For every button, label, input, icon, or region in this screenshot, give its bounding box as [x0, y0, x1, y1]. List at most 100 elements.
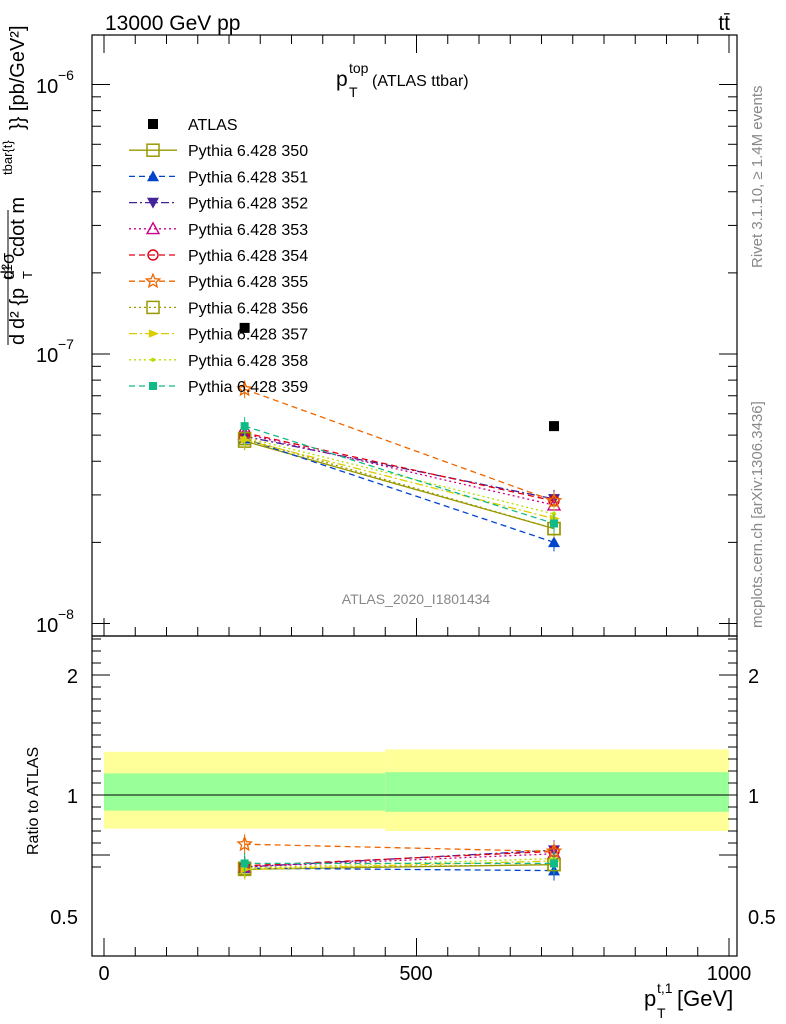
- ratio-series-pythia-6.428-355: [236, 834, 563, 862]
- legend-label: Pythia 6.428 352: [188, 196, 308, 213]
- data-point: [242, 435, 247, 440]
- ratio-tick-1-right: 1: [748, 786, 759, 808]
- data-point: [236, 380, 253, 397]
- ratio-tick-2-left: 2: [67, 666, 78, 688]
- legend-label: Pythia 6.428 353: [188, 222, 308, 239]
- title-main: p: [336, 68, 348, 91]
- legend-marker: [147, 197, 159, 209]
- legend-label: Pythia 6.428 357: [188, 327, 308, 344]
- legend-item: Pythia 6.428 352: [129, 196, 308, 213]
- series-line: [244, 439, 555, 520]
- legend-marker: [146, 143, 160, 157]
- legend-item: Pythia 6.428 353: [129, 221, 308, 239]
- x-tick-1000: 1000: [707, 963, 752, 985]
- y-label-unit: }} [pb/GeV²]: [7, 25, 29, 130]
- y-tick-exponent: −7: [58, 336, 74, 352]
- series-line: [244, 388, 555, 502]
- ratio-point: [550, 859, 558, 868]
- y-axis-label-numerator: d²σ: [0, 253, 18, 280]
- ratio-uncertainty-bands: [92, 749, 737, 831]
- y-tick-base: 10: [36, 345, 58, 367]
- y-label-sigma: d²σ: [0, 253, 18, 280]
- legend-label: Pythia 6.428 351: [188, 169, 308, 186]
- legend-label: Pythia 6.428 354: [188, 248, 308, 265]
- ratio-tick-1-left: 1: [67, 786, 78, 808]
- x-label-sup: t,1: [657, 980, 673, 996]
- legend-label: Pythia 6.428 350: [188, 143, 308, 160]
- header-energy: 13000 GeV pp: [105, 12, 240, 35]
- legend-label: Pythia 6.428 356: [188, 300, 308, 317]
- data-point: [552, 511, 556, 516]
- series-line: [244, 436, 555, 515]
- ratio-series-group: [236, 834, 563, 881]
- legend-marker: [147, 249, 159, 261]
- y-tick-base: 10: [36, 76, 58, 98]
- series-pythia-6.428-350: [237, 432, 561, 538]
- y-label-sup-tbar: tbar{t}: [0, 140, 15, 175]
- y-tick-label-1e-7: 10 −7: [36, 336, 74, 367]
- legend-marker: [147, 170, 159, 182]
- legend-marker: [145, 221, 161, 235]
- legend-label: Pythia 6.428 358: [188, 353, 308, 370]
- ratio-line: [244, 853, 555, 868]
- legend-marker: [149, 382, 157, 390]
- main-series-group: [236, 322, 563, 552]
- atlas-data-point: [239, 322, 250, 333]
- ratio-series-pythia-6.428-353: [237, 843, 562, 877]
- y-label-d2p: d² {p: [7, 288, 29, 329]
- legend-item: Pythia 6.428 359: [129, 379, 308, 396]
- y-label-sub-T: T: [20, 271, 35, 279]
- ratio-axis-label: Ratio to ATLAS: [25, 747, 42, 855]
- title-sub: T: [349, 84, 358, 100]
- legend-item: Pythia 6.428 357: [129, 327, 308, 344]
- legend-label: Pythia 6.428 355: [188, 274, 308, 291]
- side-text-mcplots-label: mcplots.cern.ch [arXiv:1306.3436]: [749, 401, 766, 628]
- legend-item-atlas: ATLAS: [148, 117, 238, 134]
- legend-marker: [148, 119, 158, 129]
- y-label-cdot-m: cdot m: [7, 197, 29, 257]
- legend-marker: [148, 329, 159, 338]
- ratio-band-1sigma: [385, 772, 729, 812]
- legend-marker: [144, 272, 162, 289]
- series-line: [244, 440, 555, 530]
- side-text-mcplots: mcplots.cern.ch [arXiv:1306.3436]: [749, 401, 766, 628]
- atlas-data-point: [549, 421, 559, 432]
- y-tick-exponent: −6: [58, 67, 74, 83]
- series-line: [244, 432, 555, 502]
- legend-item: Pythia 6.428 356: [129, 300, 308, 317]
- legend-item: Pythia 6.428 350: [129, 143, 308, 160]
- series-pythia-6.428-356: [237, 429, 561, 538]
- ratio-point: [236, 835, 253, 852]
- analysis-watermark: ATLAS_2020_I1801434: [342, 591, 491, 607]
- legend-item: Pythia 6.428 355: [129, 272, 308, 291]
- series-line: [244, 425, 555, 525]
- y-label-d: d: [7, 334, 29, 345]
- ratio-tick-05-left: 0.5: [50, 907, 78, 929]
- y-axis-label: d d² {p T t,1 cdot m tbar{t} }} [pb/GeV²…: [0, 25, 35, 345]
- axis-ticks: [92, 35, 737, 956]
- x-tick-500: 500: [399, 963, 432, 985]
- ratio-series-pythia-6.428-354: [238, 841, 560, 876]
- y-tick-base: 10: [36, 615, 58, 637]
- series-pythia-6.428-359: [240, 417, 558, 533]
- ratio-line: [244, 843, 555, 853]
- title-suffix: (ATLAS ttbar): [372, 73, 469, 90]
- title-sup: top: [349, 60, 369, 76]
- legend-label: Pythia 6.428 359: [188, 379, 308, 396]
- legend-marker: [146, 300, 160, 315]
- data-point: [548, 536, 560, 548]
- ratio-line: [244, 857, 555, 869]
- ratio-label-text: Ratio to ATLAS: [25, 747, 42, 855]
- ratio-tick-2-right: 2: [748, 666, 759, 688]
- ratio-band-1sigma: [104, 773, 386, 811]
- plot-title: p T top (ATLAS ttbar): [336, 60, 469, 100]
- legend-item: Pythia 6.428 354: [129, 248, 308, 265]
- header-process: tt̄: [718, 12, 730, 35]
- series-line: [244, 438, 555, 530]
- data-point: [545, 492, 563, 508]
- y-tick-label-1e-6: 10 −6: [36, 67, 74, 98]
- x-label-sub: T: [657, 1005, 666, 1021]
- data-point: [550, 519, 558, 528]
- series-pythia-6.428-353: [237, 424, 562, 515]
